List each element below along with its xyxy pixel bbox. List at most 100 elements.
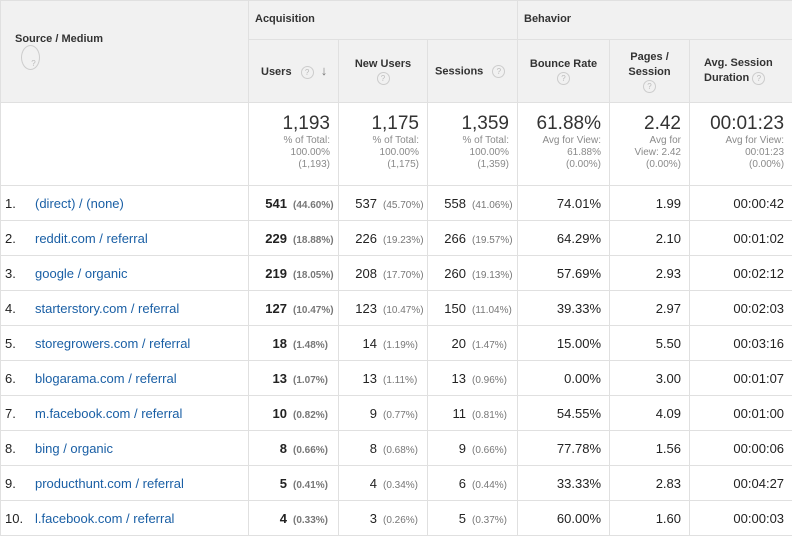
help-icon[interactable]: ? bbox=[21, 45, 40, 70]
bounce-rate-cell: 0.00% bbox=[517, 360, 610, 396]
users-value: 10 bbox=[272, 405, 287, 421]
sort-descending-icon[interactable]: ↓ bbox=[320, 63, 328, 79]
bounce-rate-cell: 74.01% bbox=[517, 185, 610, 221]
new-users-percent: (10.47%) bbox=[383, 304, 424, 316]
source-medium-link[interactable]: m.facebook.com / referral bbox=[35, 405, 183, 421]
source-medium-link[interactable]: blogarama.com / referral bbox=[35, 370, 177, 386]
table-row: 9. producthunt.com / referral 5 (0.41%) 4 (… bbox=[0, 465, 792, 501]
pages-session-column-header[interactable]: Pages / Session ? bbox=[609, 39, 690, 103]
users-cell: 127 (10.47%) bbox=[248, 290, 339, 326]
row-index: 1. bbox=[5, 195, 16, 211]
sessions-cell: 150 (11.04%) bbox=[427, 290, 518, 326]
totals-label-cell bbox=[0, 102, 249, 186]
sessions-cell: 260 (19.13%) bbox=[427, 255, 518, 291]
sessions-value: 266 bbox=[444, 230, 466, 246]
users-cell: 5 (0.41%) bbox=[248, 465, 339, 501]
pages-session-cell: 2.97 bbox=[609, 290, 690, 326]
users-percent: (1.48%) bbox=[293, 339, 329, 351]
sessions-percent: (0.44%) bbox=[472, 479, 508, 491]
avg-session-duration-column-header[interactable]: Avg. Session Duration ? bbox=[688, 39, 792, 103]
sessions-percent: (1.47%) bbox=[472, 339, 508, 351]
users-value: 8 bbox=[279, 440, 287, 456]
new-users-cell: 537 (45.70%) bbox=[338, 185, 428, 221]
table-row: 2. reddit.com / referral 229 (18.88%) 226 (… bbox=[0, 220, 792, 256]
avg-session-duration-cell: 00:01:00 bbox=[688, 395, 792, 431]
new-users-percent: (0.77%) bbox=[383, 409, 419, 421]
new-users-cell: 208 (17.70%) bbox=[338, 255, 428, 291]
users-value: 541 bbox=[265, 195, 287, 211]
acquisition-group-header: Acquisition bbox=[248, 0, 518, 40]
source-cell: 9. producthunt.com / referral bbox=[0, 465, 249, 501]
total-sessions: 1,359 % of Total: 100.00% (1,359) bbox=[427, 102, 518, 186]
pages-session-cell: 5.50 bbox=[609, 325, 690, 361]
source-medium-link[interactable]: reddit.com / referral bbox=[35, 230, 148, 246]
table-row: 10. l.facebook.com / referral 4 (0.33%) 3 (… bbox=[0, 500, 792, 536]
row-index: 7. bbox=[5, 405, 16, 421]
help-icon[interactable]: ? bbox=[300, 65, 314, 79]
sessions-cell: 9 (0.66%) bbox=[427, 430, 518, 466]
sessions-cell: 13 (0.96%) bbox=[427, 360, 518, 396]
sessions-percent: (0.37%) bbox=[472, 514, 508, 526]
new-users-percent: (1.11%) bbox=[383, 374, 418, 386]
source-cell: 10. l.facebook.com / referral bbox=[0, 500, 249, 536]
sessions-percent: (19.57%) bbox=[472, 234, 513, 246]
sessions-cell: 11 (0.81%) bbox=[427, 395, 518, 431]
users-value: 127 bbox=[265, 300, 287, 316]
new-users-cell: 123 (10.47%) bbox=[338, 290, 428, 326]
totals-row: 1,193 % of Total: 100.00% (1,193) 1,175 % … bbox=[0, 102, 792, 186]
sessions-percent: (11.04%) bbox=[472, 304, 512, 316]
table-row: 7. m.facebook.com / referral 10 (0.82%) 9 (… bbox=[0, 395, 792, 431]
pages-session-cell: 2.83 bbox=[609, 465, 690, 501]
help-icon[interactable]: ? bbox=[557, 72, 570, 85]
help-icon[interactable]: ? bbox=[376, 72, 390, 85]
new-users-cell: 4 (0.34%) bbox=[338, 465, 428, 501]
row-index: 2. bbox=[5, 230, 16, 246]
total-bounce-rate: 61.88% Avg for View: 61.88% (0.00%) bbox=[517, 102, 610, 186]
bounce-rate-cell: 77.78% bbox=[517, 430, 610, 466]
help-icon[interactable]: ? bbox=[752, 71, 766, 85]
avg-session-duration-cell: 00:02:12 bbox=[688, 255, 792, 291]
source-medium-header[interactable]: Source / Medium ? bbox=[0, 0, 249, 103]
source-medium-link[interactable]: l.facebook.com / referral bbox=[35, 510, 175, 526]
sessions-value: 5 bbox=[458, 510, 466, 526]
row-index: 10. bbox=[5, 510, 24, 526]
pages-session-cell: 2.10 bbox=[609, 220, 690, 256]
sessions-cell: 266 (19.57%) bbox=[427, 220, 518, 256]
source-medium-link[interactable]: google / organic bbox=[35, 265, 128, 281]
new-users-cell: 14 (1.19%) bbox=[338, 325, 428, 361]
sessions-value: 150 bbox=[444, 300, 466, 316]
sessions-column-header[interactable]: Sessions ? bbox=[427, 39, 518, 103]
sessions-value: 11 bbox=[452, 405, 467, 421]
users-value: 13 bbox=[272, 370, 287, 386]
help-icon[interactable]: ? bbox=[492, 64, 506, 78]
pages-session-cell: 2.93 bbox=[609, 255, 690, 291]
sessions-percent: (0.96%) bbox=[472, 374, 508, 386]
new-users-cell: 9 (0.77%) bbox=[338, 395, 428, 431]
source-cell: 1. (direct) / (none) bbox=[0, 185, 249, 221]
sessions-cell: 20 (1.47%) bbox=[427, 325, 518, 361]
new-users-cell: 3 (0.26%) bbox=[338, 500, 428, 536]
source-medium-link[interactable]: producthunt.com / referral bbox=[35, 475, 184, 491]
source-medium-link[interactable]: bing / organic bbox=[35, 440, 114, 456]
users-cell: 229 (18.88%) bbox=[248, 220, 339, 256]
users-value: 219 bbox=[265, 265, 287, 281]
help-icon[interactable]: ? bbox=[643, 79, 656, 93]
users-column-header[interactable]: Users ? ↓ bbox=[248, 39, 339, 103]
sessions-percent: (41.06%) bbox=[472, 199, 513, 211]
source-medium-link[interactable]: starterstory.com / referral bbox=[35, 300, 180, 316]
bounce-rate-column-header[interactable]: Bounce Rate ? bbox=[517, 39, 610, 103]
pages-session-cell: 1.60 bbox=[609, 500, 690, 536]
source-medium-link[interactable]: (direct) / (none) bbox=[35, 195, 124, 211]
users-value: 18 bbox=[272, 335, 287, 351]
new-users-value: 14 bbox=[362, 335, 377, 351]
new-users-column-header[interactable]: New Users ? bbox=[338, 39, 428, 103]
row-index: 8. bbox=[5, 440, 16, 456]
source-medium-link[interactable]: storegrowers.com / referral bbox=[35, 335, 191, 351]
users-percent: (1.07%) bbox=[293, 374, 329, 386]
pages-session-cell: 1.99 bbox=[609, 185, 690, 221]
row-index: 9. bbox=[5, 475, 16, 491]
row-index: 3. bbox=[5, 265, 16, 281]
users-cell: 10 (0.82%) bbox=[248, 395, 339, 431]
avg-session-duration-cell: 00:01:07 bbox=[688, 360, 792, 396]
avg-session-duration-cell: 00:01:02 bbox=[688, 220, 792, 256]
